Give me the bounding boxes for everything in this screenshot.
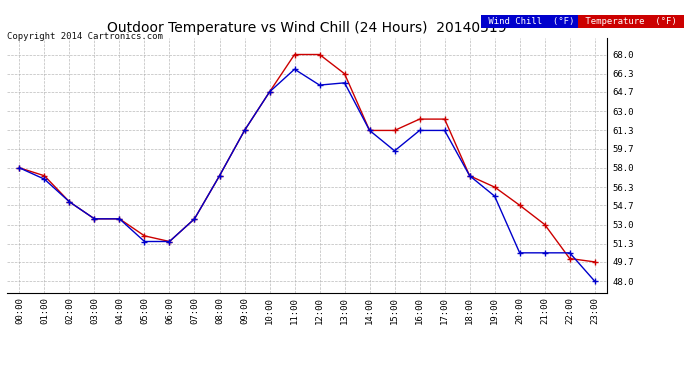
Text: Wind Chill  (°F): Wind Chill (°F)	[483, 17, 580, 26]
Title: Outdoor Temperature vs Wind Chill (24 Hours)  20140519: Outdoor Temperature vs Wind Chill (24 Ho…	[107, 21, 507, 35]
Text: Copyright 2014 Cartronics.com: Copyright 2014 Cartronics.com	[7, 32, 163, 41]
Text: Temperature  (°F): Temperature (°F)	[580, 17, 682, 26]
